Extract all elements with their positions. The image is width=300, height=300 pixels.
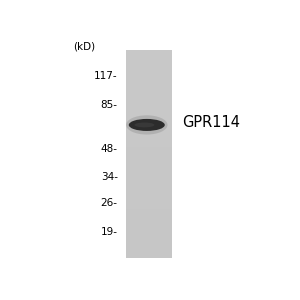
Bar [126,143,172,147]
Bar [126,209,172,213]
Bar [126,64,172,67]
Bar [126,53,172,57]
Bar [126,161,172,164]
Bar [126,220,172,223]
Text: 48-: 48- [101,144,118,154]
Text: GPR114: GPR114 [182,115,240,130]
Bar [126,237,172,240]
Text: 85-: 85- [101,100,118,110]
Bar [126,60,172,64]
Bar [126,254,172,258]
Bar [126,178,172,182]
Bar [126,171,172,175]
Bar [126,133,172,136]
Text: (kD): (kD) [73,41,95,51]
Text: 117-: 117- [94,71,118,81]
Bar [126,50,172,53]
Bar [126,188,172,192]
Bar [126,88,172,92]
Bar [126,95,172,98]
Bar [126,74,172,78]
Bar [126,223,172,226]
Text: 34-: 34- [101,172,118,182]
Bar [126,192,172,195]
Bar [126,78,172,81]
Bar [126,202,172,206]
Bar [126,244,172,247]
Bar [126,251,172,254]
Bar [126,109,172,112]
Ellipse shape [126,115,167,134]
Text: 19-: 19- [101,227,118,237]
Bar [126,112,172,116]
Bar [126,216,172,220]
Bar [126,213,172,216]
Bar [126,116,172,119]
Bar [126,81,172,85]
Text: 26-: 26- [101,199,118,208]
Ellipse shape [129,119,165,131]
Bar [126,182,172,185]
Bar [126,119,172,123]
Bar [126,57,172,60]
Ellipse shape [134,122,154,127]
Bar [126,147,172,150]
Bar [126,206,172,209]
Bar [126,136,172,140]
Bar [126,92,172,95]
Bar [126,126,172,130]
Bar [126,102,172,105]
Bar [126,70,172,74]
Bar [126,154,172,157]
Bar [126,150,172,154]
Bar [126,67,172,70]
Bar [126,140,172,143]
Bar [126,248,172,251]
Bar [126,185,172,188]
Bar [126,123,172,126]
Bar [126,105,172,109]
Bar [126,230,172,233]
Bar [126,98,172,102]
Bar [126,226,172,230]
Bar [126,130,172,133]
Bar [126,164,172,168]
Bar [126,175,172,178]
Bar [126,199,172,202]
Bar [126,233,172,237]
Bar [126,85,172,88]
Bar [126,240,172,244]
Bar [126,157,172,161]
Bar [126,195,172,199]
Bar [126,168,172,171]
